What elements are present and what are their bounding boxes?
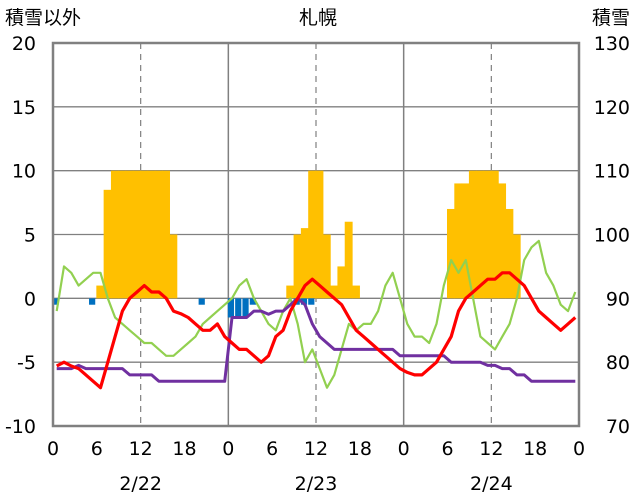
- left-tick-label: 20: [12, 33, 36, 55]
- snowfall-bar: [147, 170, 156, 299]
- snowfall-bar: [140, 170, 149, 299]
- left-tick-label: -10: [5, 416, 36, 438]
- x-tick-label: 6: [91, 438, 103, 460]
- snowfall-bar: [468, 170, 477, 299]
- left-tick-label: -5: [17, 352, 36, 374]
- precip-bar: [89, 298, 96, 305]
- snowfall-bar: [512, 234, 521, 299]
- snowfall-bar: [454, 183, 463, 299]
- x-tick-label: 18: [348, 438, 372, 460]
- snowfall-bar: [322, 234, 331, 299]
- chart-title: 札幌: [299, 7, 337, 29]
- x-tick-label: 12: [129, 438, 153, 460]
- right-tick-label: 130: [594, 33, 630, 55]
- snowfall-bar: [162, 170, 170, 299]
- snowfall-bar: [293, 234, 302, 299]
- right-tick-label: 70: [606, 416, 630, 438]
- snowfall-bar: [337, 266, 346, 299]
- left-tick-label: 15: [12, 97, 36, 119]
- snowfall-bar: [286, 285, 295, 299]
- snowfall-bar: [330, 285, 339, 299]
- snowfall-bar: [110, 170, 119, 299]
- snowfall-bar: [96, 285, 105, 299]
- precip-bar: [308, 298, 315, 305]
- snowfall-bar: [300, 228, 309, 299]
- snowfall-bar: [154, 170, 163, 299]
- right-tick-label: 120: [594, 97, 630, 119]
- precip-bar: [300, 298, 308, 305]
- precip-bar: [52, 298, 59, 305]
- snowfall-bar: [352, 285, 360, 299]
- snowfall-bar: [476, 170, 485, 299]
- right-tick-label: 110: [594, 161, 630, 183]
- x-tick-label: 6: [441, 438, 453, 460]
- snowfall-bar: [118, 170, 127, 299]
- bar-series: [52, 170, 521, 318]
- precip-bar: [242, 298, 249, 318]
- humidity_like-line: [55, 239, 577, 389]
- left-tick-label: 0: [24, 288, 36, 310]
- x-tick-label: 18: [523, 438, 547, 460]
- x-tick-label: 0: [222, 438, 234, 460]
- snowfall-bar: [505, 208, 514, 299]
- right-tick-label: 90: [606, 288, 630, 310]
- right-tick-label: 100: [594, 225, 630, 247]
- x-tick-label: 18: [172, 438, 196, 460]
- left-tick-label: 10: [12, 161, 36, 183]
- line-series: [55, 239, 577, 390]
- x-tick-label: 12: [304, 438, 328, 460]
- x-tick-label: 6: [266, 438, 278, 460]
- snowfall-bar: [344, 221, 353, 299]
- x-tick-label: 0: [573, 438, 585, 460]
- snowfall-bar: [132, 170, 141, 299]
- left-axis-label: 積雪以外: [5, 7, 81, 29]
- snowfall-bar: [308, 170, 317, 299]
- precip-bar: [227, 298, 235, 318]
- snowfall-bar: [315, 170, 324, 299]
- x-tick-label: 0: [398, 438, 410, 460]
- snow_depth-line: [56, 296, 576, 383]
- date-label: 2/24: [470, 473, 513, 495]
- snowfall-bar: [490, 170, 499, 299]
- right-tick-label: 80: [606, 352, 630, 374]
- snowfall-bar: [103, 189, 112, 299]
- snowfall-bar: [498, 183, 507, 299]
- x-tick-label: 0: [47, 438, 59, 460]
- right-axis-label: 積雪: [592, 7, 630, 29]
- date-label: 2/22: [119, 473, 162, 495]
- precip-bar: [198, 298, 205, 305]
- date-label: 2/23: [295, 473, 338, 495]
- plot-frame: [51, 41, 581, 428]
- snowfall-bar: [447, 208, 455, 299]
- snowfall-bar: [461, 183, 470, 299]
- temperature-line: [55, 271, 577, 390]
- precip-bar: [235, 298, 242, 318]
- snowfall-bar: [483, 170, 492, 299]
- precip-bar: [249, 298, 256, 305]
- snowfall-bar: [169, 234, 178, 299]
- x-tick-label: 12: [479, 438, 503, 460]
- snowfall-bar: [125, 170, 134, 299]
- left-tick-label: 5: [24, 225, 36, 247]
